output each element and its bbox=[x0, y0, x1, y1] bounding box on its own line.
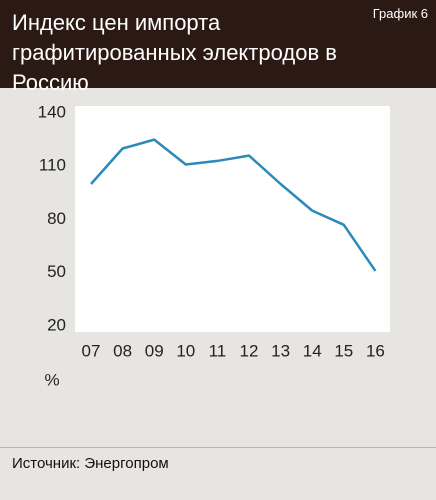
y-axis-label: % bbox=[44, 370, 59, 389]
line bbox=[90, 138, 377, 272]
x-tick-label: 15 bbox=[334, 341, 353, 360]
plot-area bbox=[75, 106, 390, 332]
x-tick-label: 08 bbox=[113, 341, 132, 360]
x-tick-label: 07 bbox=[82, 341, 101, 360]
y-tick-label: 50 bbox=[47, 262, 66, 281]
x-tick-label: 09 bbox=[145, 341, 164, 360]
y-tick-label: 80 bbox=[47, 209, 66, 228]
x-tick-label: 10 bbox=[176, 341, 195, 360]
source: Источник: Энергопром bbox=[12, 455, 169, 472]
x-tick-label: 13 bbox=[271, 341, 290, 360]
y-tick-label: 140 bbox=[38, 102, 66, 121]
chart-title: Индекс цен импорта графитированных элект… bbox=[12, 10, 337, 95]
x-tick-label: 11 bbox=[209, 341, 227, 360]
x-tick-label: 16 bbox=[366, 341, 385, 360]
x-tick-label: 14 bbox=[303, 341, 322, 360]
x-tick-label: 12 bbox=[240, 341, 259, 360]
y-tick-label: 110 bbox=[39, 156, 66, 175]
header: Индекс цен импорта графитированных элект… bbox=[0, 0, 436, 95]
separator bbox=[0, 447, 436, 448]
y-tick-label: 20 bbox=[47, 315, 66, 334]
chart-label: График 6 bbox=[372, 6, 428, 21]
chart: % 20 50 80 110 140 07 08 09 10 11 12 13 14 15 16 bbox=[38, 102, 390, 389]
